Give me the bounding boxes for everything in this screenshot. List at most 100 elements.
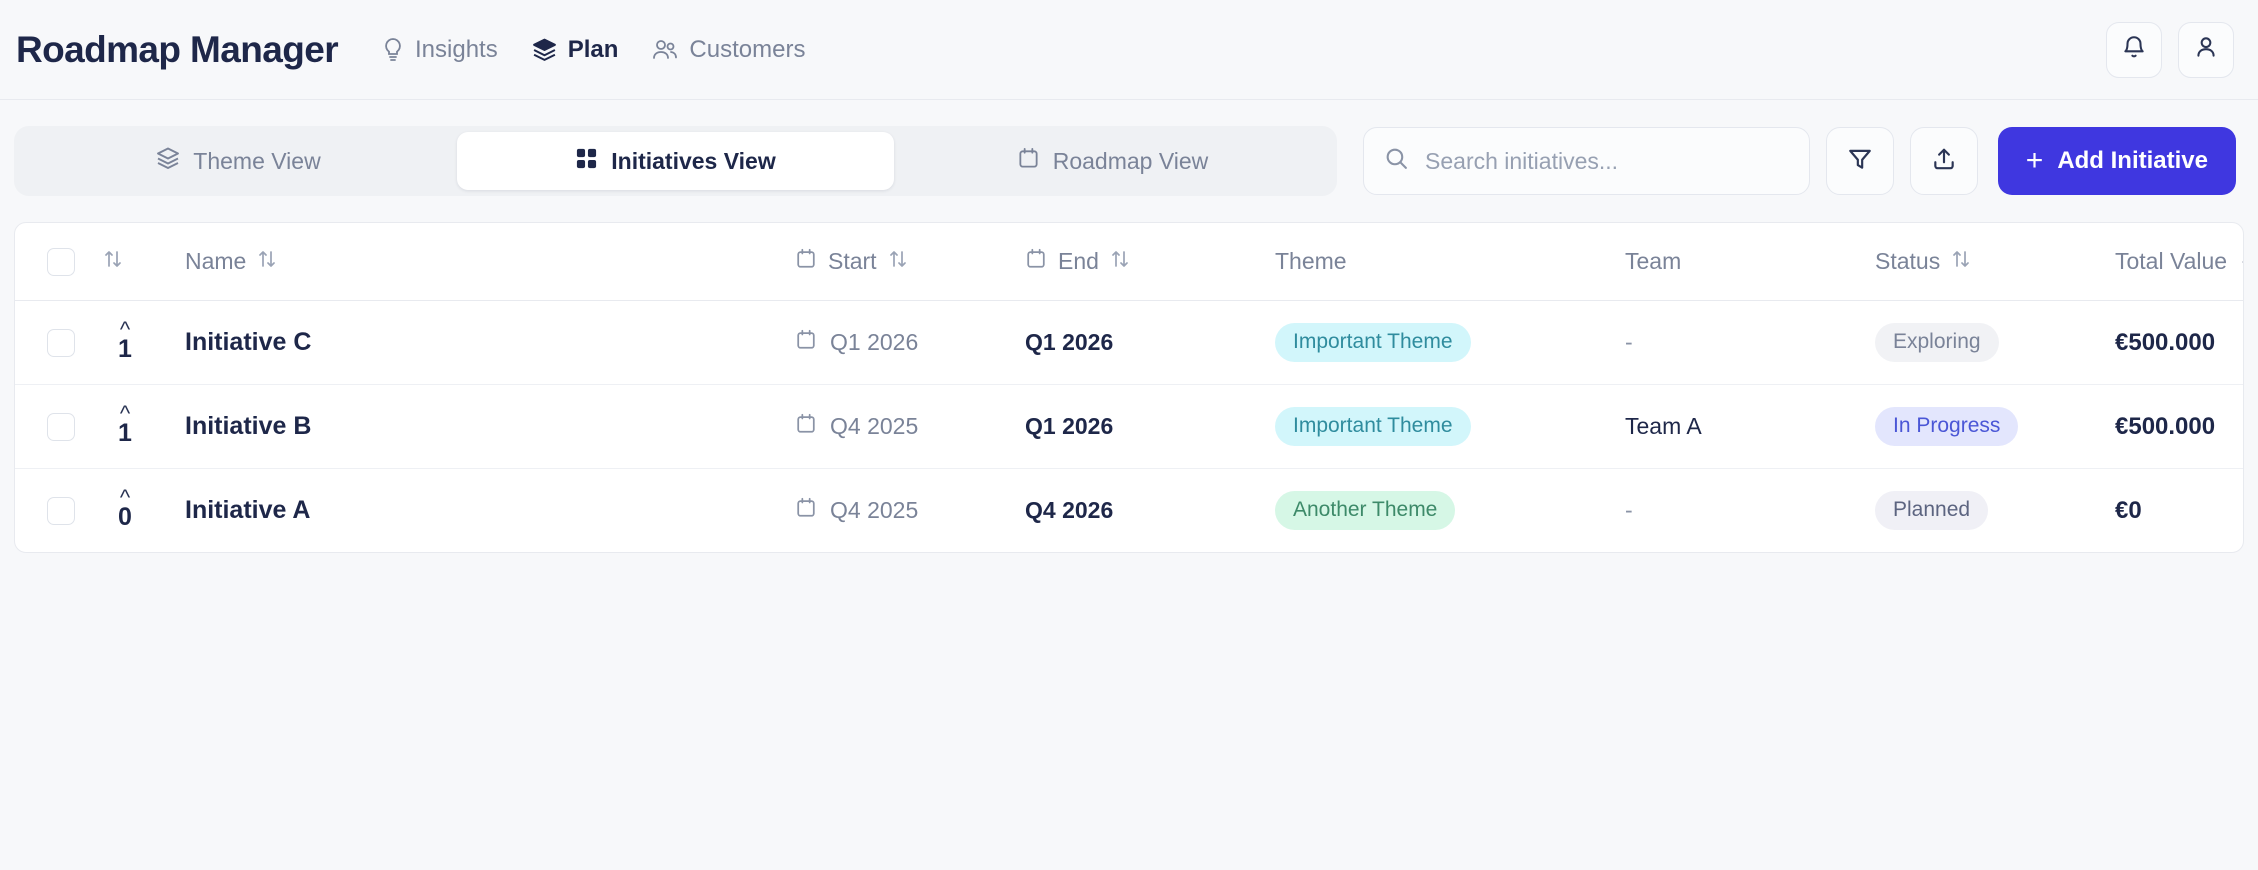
- vote-count: 1: [118, 335, 132, 363]
- vote-control[interactable]: ^ 1: [103, 317, 147, 363]
- nav-label-customers: Customers: [689, 35, 806, 63]
- sort-icon: [1951, 248, 1971, 276]
- lightbulb-icon: [382, 37, 404, 63]
- nav-item-customers[interactable]: Customers: [652, 36, 805, 64]
- nav-item-plan[interactable]: Plan: [532, 35, 619, 64]
- start-value: Q1 2026: [830, 329, 919, 355]
- row-start-cell: Q1 2026: [795, 300, 1025, 385]
- nav-label-plan: Plan: [567, 35, 619, 63]
- header-label-status: Status: [1875, 248, 1941, 274]
- notifications-button[interactable]: [2106, 21, 2162, 78]
- header-name[interactable]: Name: [185, 223, 795, 301]
- header-total-value[interactable]: Total Value: [2115, 223, 2243, 301]
- initiative-name-link[interactable]: Initiative B: [185, 412, 312, 440]
- end-value: Q4 2026: [1025, 497, 1114, 523]
- nav-label-insights: Insights: [415, 35, 498, 63]
- header-theme: Theme: [1275, 223, 1625, 301]
- row-name-cell: Initiative B: [185, 384, 795, 469]
- total-value: €0: [2115, 496, 2142, 524]
- upload-icon: [1931, 146, 1957, 177]
- sort-desc-icon: [2238, 248, 2243, 276]
- tab-roadmap-view[interactable]: Roadmap View: [894, 132, 1331, 190]
- view-toolbar: Theme View Initiatives View Roadmap: [0, 100, 2258, 196]
- row-checkbox[interactable]: [47, 412, 75, 441]
- primary-nav: Insights Plan Customers: [382, 36, 805, 64]
- tab-label-theme-view: Theme View: [193, 147, 321, 174]
- search-input[interactable]: [1425, 147, 1789, 175]
- export-button[interactable]: [1909, 127, 1978, 195]
- table-header-row: Name: [15, 223, 2243, 301]
- header-actions: [2106, 21, 2234, 78]
- view-switcher: Theme View Initiatives View Roadmap: [14, 126, 1338, 196]
- status-badge: Planned: [1875, 491, 1989, 530]
- calendar-icon: [795, 328, 817, 357]
- vote-count: 0: [118, 503, 132, 531]
- row-votes-cell: ^ 1: [103, 300, 185, 385]
- row-checkbox[interactable]: [47, 496, 75, 525]
- team-value: Team A: [1625, 413, 1702, 439]
- tab-label-roadmap-view: Roadmap View: [1052, 147, 1209, 174]
- tab-label-initiatives-view: Initiatives View: [611, 147, 776, 174]
- tab-theme-view[interactable]: Theme View: [20, 132, 457, 190]
- row-value-cell: €0: [2115, 469, 2243, 553]
- row-checkbox[interactable]: [47, 328, 75, 357]
- table-row[interactable]: ^ 0 Initiative A Q4 2025: [15, 469, 2243, 553]
- table-row[interactable]: ^ 1 Initiative C Q1 2026: [15, 300, 2243, 385]
- initiative-name-link[interactable]: Initiative C: [185, 328, 312, 356]
- row-start-cell: Q4 2025: [795, 384, 1025, 469]
- header-team: Team: [1625, 223, 1875, 301]
- row-status-cell: Exploring: [1875, 300, 2115, 385]
- vote-control[interactable]: ^ 0: [103, 485, 147, 531]
- row-theme-cell: Another Theme: [1275, 469, 1625, 553]
- row-team-cell: -: [1625, 469, 1875, 553]
- row-votes-cell: ^ 0: [103, 469, 185, 553]
- vote-control[interactable]: ^ 1: [103, 403, 147, 447]
- total-value: €500.000: [2115, 412, 2216, 440]
- layers-icon: [156, 146, 180, 176]
- calendar-icon: [795, 496, 817, 525]
- vote-count: 1: [118, 419, 132, 447]
- account-button[interactable]: [2178, 21, 2234, 78]
- sort-icon: [1110, 248, 1130, 276]
- chevron-up-icon: ^: [119, 485, 131, 510]
- row-theme-cell: Important Theme: [1275, 300, 1625, 385]
- table-row[interactable]: ^ 1 Initiative B Q4 2025: [15, 384, 2243, 469]
- header-start[interactable]: Start: [795, 223, 1025, 301]
- filter-icon: [1847, 146, 1873, 177]
- app-title: Roadmap Manager: [16, 28, 339, 70]
- sort-icon: [103, 248, 123, 276]
- header-votes[interactable]: [103, 223, 185, 301]
- calendar-icon: [1017, 146, 1040, 176]
- header-end[interactable]: End: [1025, 223, 1275, 301]
- bell-icon: [2121, 34, 2147, 65]
- sort-icon: [888, 248, 908, 276]
- grid-icon: [575, 147, 598, 176]
- header-label-team: Team: [1625, 248, 1682, 274]
- select-all-checkbox[interactable]: [47, 247, 75, 276]
- row-team-cell: -: [1625, 300, 1875, 385]
- add-initiative-button[interactable]: + Add Initiative: [1997, 127, 2236, 195]
- search-box[interactable]: [1363, 127, 1810, 195]
- status-badge: Exploring: [1875, 323, 1999, 362]
- row-value-cell: €500.000: [2115, 384, 2243, 469]
- header-status[interactable]: Status: [1875, 223, 2115, 301]
- initiative-name-link[interactable]: Initiative A: [185, 496, 311, 524]
- row-theme-cell: Important Theme: [1275, 384, 1625, 469]
- filter-button[interactable]: [1825, 127, 1894, 195]
- row-start-cell: Q4 2025: [795, 469, 1025, 553]
- calendar-icon: [795, 412, 817, 441]
- header-select: [15, 223, 103, 301]
- header-label-name: Name: [185, 248, 247, 274]
- search-icon: [1384, 146, 1409, 176]
- app-header: Roadmap Manager Insights Plan: [0, 0, 2258, 100]
- row-select-cell: [15, 300, 103, 385]
- end-value: Q1 2026: [1025, 329, 1114, 355]
- row-status-cell: In Progress: [1875, 384, 2115, 469]
- row-team-cell: Team A: [1625, 384, 1875, 469]
- tab-initiatives-view[interactable]: Initiatives View: [457, 132, 894, 190]
- chevron-up-icon: ^: [119, 317, 131, 342]
- row-end-cell: Q1 2026: [1025, 300, 1275, 385]
- row-select-cell: [15, 384, 103, 469]
- nav-item-insights[interactable]: Insights: [382, 36, 498, 64]
- row-value-cell: €500.000: [2115, 300, 2243, 385]
